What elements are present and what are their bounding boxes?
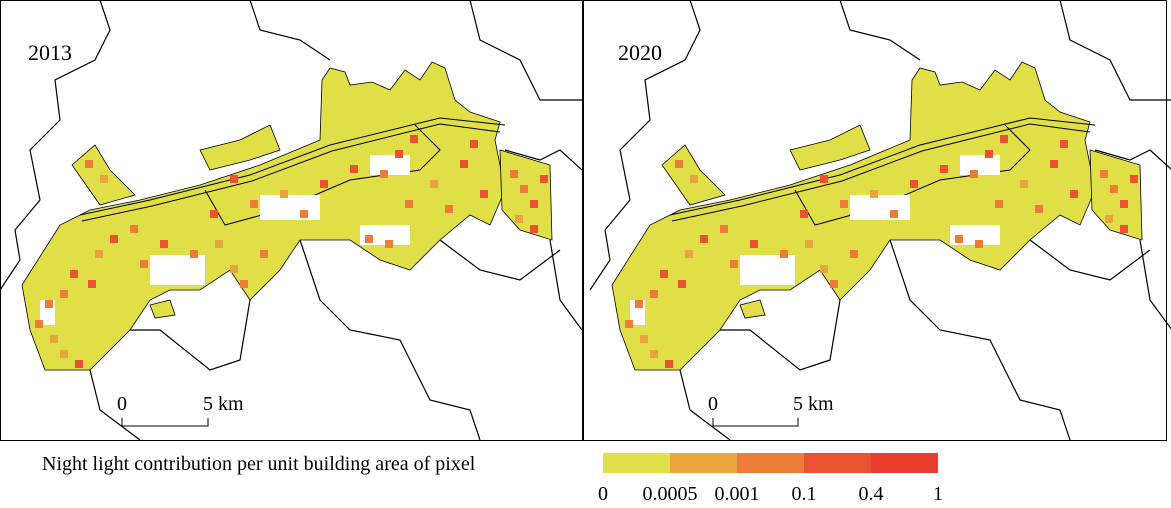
scale-end: 5 km <box>203 393 244 415</box>
legend-break: 0.1 <box>792 483 817 503</box>
scale-end: 5 km <box>793 393 834 415</box>
panel: 2013 0 5 km <box>0 0 583 441</box>
panel-label: 2020 <box>618 40 662 65</box>
legend: 0 0.0005 0.001 0.1 0.4 1 <box>598 453 943 503</box>
legend-swatch <box>804 453 871 473</box>
legend-swatch <box>603 453 670 473</box>
scale-start: 0 <box>117 393 127 415</box>
legend-swatch <box>670 453 737 473</box>
panel: 2020 0 5 km <box>584 0 1171 441</box>
legend-title: Night light contribution per unit buildi… <box>42 453 476 475</box>
legend-swatch <box>871 453 938 473</box>
map <box>590 0 1171 440</box>
scale-bar <box>122 418 208 426</box>
panel-label: 2013 <box>28 40 72 65</box>
legend-break: 0 <box>598 483 608 503</box>
legend-swatch <box>737 453 804 473</box>
map <box>0 0 582 440</box>
scale-start: 0 <box>708 393 718 415</box>
legend-break: 1 <box>933 483 943 503</box>
legend-break: 0.4 <box>859 483 884 503</box>
legend-break: 0.001 <box>715 483 760 503</box>
scale-bar <box>713 418 798 426</box>
legend-break: 0.0005 <box>643 483 698 503</box>
